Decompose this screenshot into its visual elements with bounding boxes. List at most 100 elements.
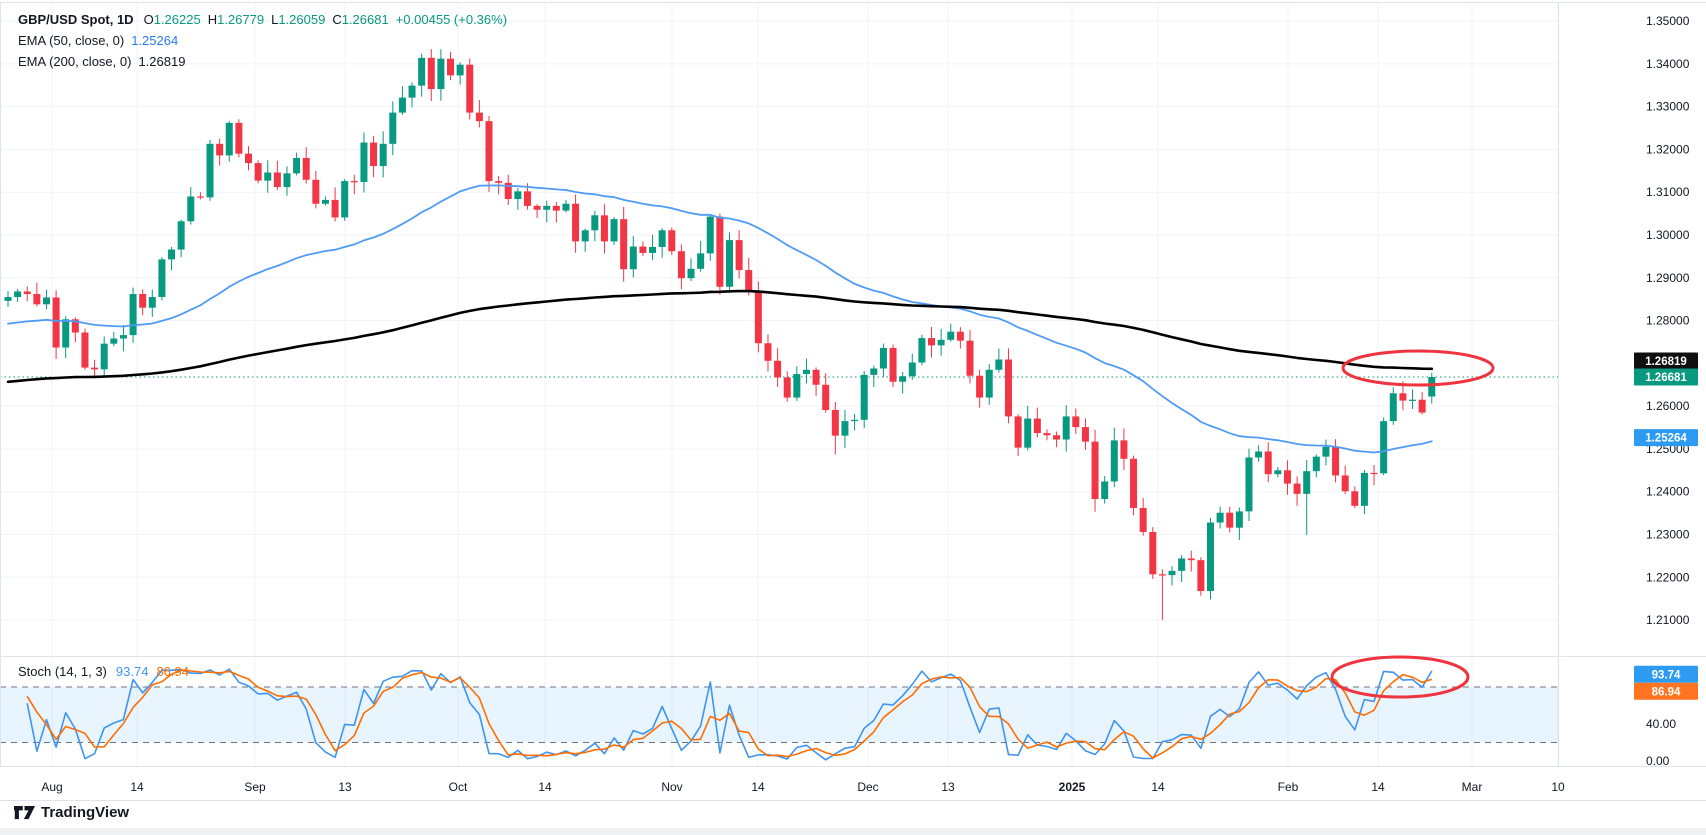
candle-body	[379, 143, 387, 167]
price-tick-label: 1.28000	[1646, 314, 1690, 328]
candle-body	[591, 215, 599, 231]
candle-body	[745, 270, 753, 292]
candle-body	[1332, 446, 1340, 476]
candle-body	[899, 376, 907, 382]
stoch-d-line[interactable]	[26, 669, 1433, 759]
candle-body	[726, 240, 733, 287]
candle-body	[119, 335, 127, 339]
candle-body	[697, 253, 705, 269]
candle-body	[389, 112, 397, 144]
candle-body	[264, 172, 272, 181]
candle-body	[841, 421, 849, 436]
candle-body	[495, 181, 503, 183]
candle-body	[1216, 512, 1224, 523]
candle-body	[1120, 440, 1128, 459]
candle-body	[129, 294, 137, 336]
stoch-k-line[interactable]	[26, 668, 1433, 761]
candle-body	[177, 221, 185, 250]
candle-body	[1178, 558, 1186, 571]
time-tick-label-14: 14	[130, 780, 144, 794]
stoch-band-fill	[0, 687, 1558, 743]
candle-body	[341, 181, 349, 218]
ema50-line[interactable]	[7, 184, 1433, 454]
candle-body	[1341, 475, 1349, 492]
candle-body	[14, 291, 22, 298]
candle-body	[504, 182, 512, 200]
svg-text:1.25264: 1.25264	[1645, 433, 1687, 445]
time-tick-label-14: 14	[1371, 780, 1385, 794]
candle-body	[985, 369, 993, 398]
candle-body	[1428, 377, 1436, 397]
candle-body	[1226, 512, 1234, 528]
annotation-ellipse-stoch[interactable]	[1330, 655, 1470, 699]
candle-body	[976, 375, 984, 398]
candle-body	[1024, 418, 1032, 448]
candles-series[interactable]	[4, 49, 1436, 621]
candle-body	[283, 173, 291, 188]
price-tick-label: 1.22000	[1646, 570, 1690, 584]
candle-body	[687, 268, 695, 279]
candle-body	[1043, 433, 1051, 436]
price-tick-label: 1.32000	[1646, 142, 1690, 156]
candle-body	[110, 338, 118, 344]
candle-body	[187, 196, 195, 222]
candle-body	[331, 199, 339, 218]
candle-body	[764, 343, 772, 361]
candle-body	[610, 219, 618, 242]
svg-text:1.26819: 1.26819	[1645, 356, 1687, 368]
price-tick-label: 1.24000	[1646, 485, 1690, 499]
candle-body	[1370, 472, 1378, 475]
candle-body	[523, 191, 531, 206]
candle-body	[312, 179, 320, 204]
gridlines	[0, 3, 1559, 766]
candle-body	[658, 230, 666, 247]
time-tick-label-2025: 2025	[1059, 780, 1086, 794]
ema50-badge: 1.25264	[1634, 429, 1698, 447]
candle-body	[928, 338, 936, 346]
candle-body	[995, 359, 1003, 370]
candle-body	[418, 57, 426, 86]
candle-body	[562, 203, 570, 211]
candle-body	[918, 338, 926, 363]
candle-body	[1187, 558, 1195, 561]
candle-body	[139, 294, 147, 308]
time-tick-label-dec: Dec	[857, 780, 878, 794]
candle-body	[1081, 427, 1089, 442]
candle-body	[1303, 471, 1311, 494]
candle-body	[33, 294, 41, 305]
candle-body	[466, 64, 474, 113]
time-tick-label-14: 14	[1151, 780, 1165, 794]
candle-body	[408, 85, 416, 98]
candle-body	[1418, 399, 1426, 413]
candle-body	[485, 121, 493, 182]
candle-body	[158, 259, 166, 298]
ema200-line[interactable]	[6, 289, 1434, 384]
stoch-panel	[0, 668, 1558, 761]
candle-body	[1149, 531, 1157, 575]
candle-body	[649, 246, 657, 253]
candle-body	[1091, 441, 1099, 499]
candle-body	[947, 331, 955, 340]
candle-body	[302, 157, 310, 180]
candle-body	[1139, 507, 1147, 532]
candle-body	[1072, 416, 1080, 428]
candle-body	[793, 374, 801, 398]
candle-body	[1293, 483, 1301, 494]
candle-body	[581, 230, 589, 242]
price-axis[interactable]: 1.35000 1.34000 1.33000 1.32000 1.31000 1.300…	[41, 14, 1689, 794]
candle-body	[437, 58, 445, 90]
annotation-ellipse-price[interactable]	[1341, 349, 1495, 387]
candle-body	[1235, 511, 1243, 528]
candle-body	[629, 246, 637, 270]
candle-body	[350, 181, 358, 183]
candle-body	[783, 377, 791, 398]
candle-body	[447, 58, 455, 76]
candle-body	[1110, 440, 1118, 482]
candle-body	[475, 112, 483, 122]
candle-body	[360, 142, 368, 182]
candle-body	[62, 319, 70, 348]
candle-body	[870, 368, 878, 375]
candle-body	[4, 297, 12, 301]
